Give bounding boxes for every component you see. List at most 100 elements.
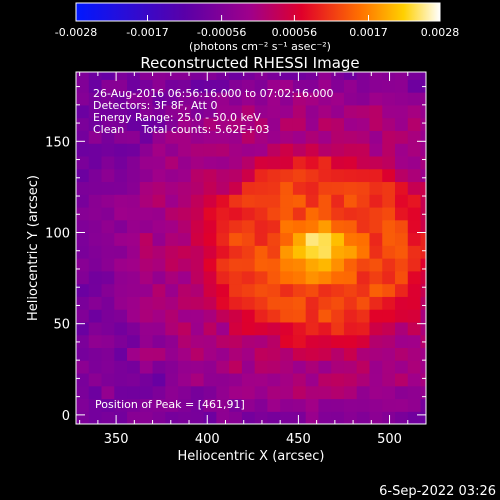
- heatmap-cell: [165, 104, 179, 119]
- heatmap-cell: [229, 79, 243, 93]
- heatmap-cell: [318, 117, 332, 131]
- heatmap-cell: [318, 232, 332, 246]
- heatmap-cell: [407, 130, 422, 144]
- colorbar-tick-label: -0.0028: [55, 26, 97, 39]
- heatmap-cell: [369, 258, 383, 272]
- heatmap-cell: [369, 92, 383, 106]
- heatmap-cell: [241, 155, 256, 170]
- heatmap-cell: [229, 309, 243, 323]
- heatmap-cell: [178, 296, 192, 310]
- heatmap-cell: [190, 232, 205, 246]
- heatmap-cell: [203, 117, 217, 131]
- heatmap-cell: [216, 168, 230, 183]
- heatmap-cell: [76, 219, 90, 234]
- heatmap-cell: [407, 181, 422, 195]
- heatmap-cell: [267, 232, 281, 246]
- heatmap-cell: [127, 206, 141, 221]
- heatmap-cell: [280, 245, 294, 259]
- heatmap-cell: [305, 360, 320, 374]
- x-tick-label: 400: [195, 432, 220, 447]
- heatmap-cell: [407, 232, 422, 246]
- heatmap-cell: [88, 296, 103, 310]
- heatmap-cell: [267, 104, 281, 119]
- heatmap-cell: [305, 232, 320, 246]
- heatmap-cell: [152, 117, 166, 131]
- heatmap-cell: [152, 398, 166, 412]
- heatmap-cell: [241, 72, 256, 80]
- heatmap-cell: [216, 79, 230, 93]
- heatmap-cell: [369, 245, 383, 259]
- heatmap-cell: [76, 104, 90, 119]
- heatmap-cell: [331, 360, 345, 374]
- colorbar-tick-label: 0.0017: [349, 26, 388, 39]
- heatmap-cell: [305, 219, 320, 234]
- heatmap-cell: [190, 168, 205, 183]
- y-axis-label: Heliocentric Y (arcsec): [26, 175, 41, 321]
- heatmap-cell: [76, 72, 90, 80]
- heatmap-cell: [343, 194, 358, 208]
- heatmap-cell: [382, 385, 396, 400]
- heatmap-cell: [356, 206, 371, 221]
- heatmap-cell: [165, 411, 179, 424]
- heatmap-cell: [88, 385, 103, 400]
- heatmap-cell: [331, 232, 345, 246]
- heatmap-cell: [229, 219, 243, 234]
- heatmap-cell: [254, 219, 269, 234]
- heatmap-cell: [203, 72, 217, 80]
- heatmap-cell: [152, 372, 166, 387]
- heatmap-cell: [382, 92, 396, 106]
- heatmap-cell: [229, 296, 243, 310]
- heatmap-cell: [356, 92, 371, 106]
- heatmap-cell: [395, 92, 409, 106]
- heatmap-cell: [382, 258, 396, 272]
- heatmap-cell: [318, 296, 332, 310]
- heatmap-cell: [101, 219, 115, 234]
- heatmap-cell: [331, 385, 345, 400]
- heatmap-cell: [152, 232, 166, 246]
- heatmap-cell: [395, 72, 409, 80]
- heatmap-cell: [76, 270, 90, 285]
- heatmap-cell: [407, 258, 422, 272]
- heatmap-cell: [382, 143, 396, 157]
- heatmap-cell: [382, 245, 396, 259]
- colorbar: [75, 2, 441, 22]
- heatmap-cell: [88, 92, 103, 106]
- heatmap-cell: [331, 398, 345, 412]
- heatmap-cell: [305, 270, 320, 285]
- heatmap-cell: [114, 143, 128, 157]
- heatmap-cell: [267, 155, 281, 170]
- heatmap-cell: [165, 258, 179, 272]
- heatmap-cell: [241, 117, 256, 131]
- heatmap-cell: [343, 219, 358, 234]
- heatmap-cell: [216, 104, 230, 119]
- heatmap-cell: [343, 296, 358, 310]
- heatmap-cell: [420, 117, 426, 131]
- heatmap-cell: [292, 206, 307, 221]
- heatmap-cell: [382, 411, 396, 424]
- heatmap-cell: [369, 321, 383, 336]
- heatmap-cell: [420, 372, 426, 387]
- heatmap-cell: [178, 283, 192, 297]
- heatmap-cell: [280, 347, 294, 361]
- heatmap-cell: [369, 155, 383, 170]
- heatmap-cell: [203, 296, 217, 310]
- heatmap-cell: [190, 411, 205, 424]
- heatmap-cell: [382, 79, 396, 93]
- heatmap-cell: [216, 283, 230, 297]
- heatmap-cell: [178, 155, 192, 170]
- heatmap-cell: [292, 79, 307, 93]
- heatmap-cell: [76, 385, 90, 400]
- colorbar-tick-label: -0.0017: [126, 26, 168, 39]
- heatmap-cell: [76, 321, 90, 336]
- heatmap-cell: [139, 143, 154, 157]
- heatmap-cell: [292, 270, 307, 285]
- heatmap-cell: [190, 181, 205, 195]
- heatmap-cell: [318, 181, 332, 195]
- annotation-time-range: 26-Aug-2016 06:56:16.000 to 07:02:16.000: [93, 87, 334, 100]
- heatmap-cell: [369, 385, 383, 400]
- heatmap-cell: [369, 360, 383, 374]
- heatmap-cell: [127, 232, 141, 246]
- heatmap-cell: [254, 143, 269, 157]
- heatmap-cell: [407, 411, 422, 424]
- heatmap-cell: [254, 104, 269, 119]
